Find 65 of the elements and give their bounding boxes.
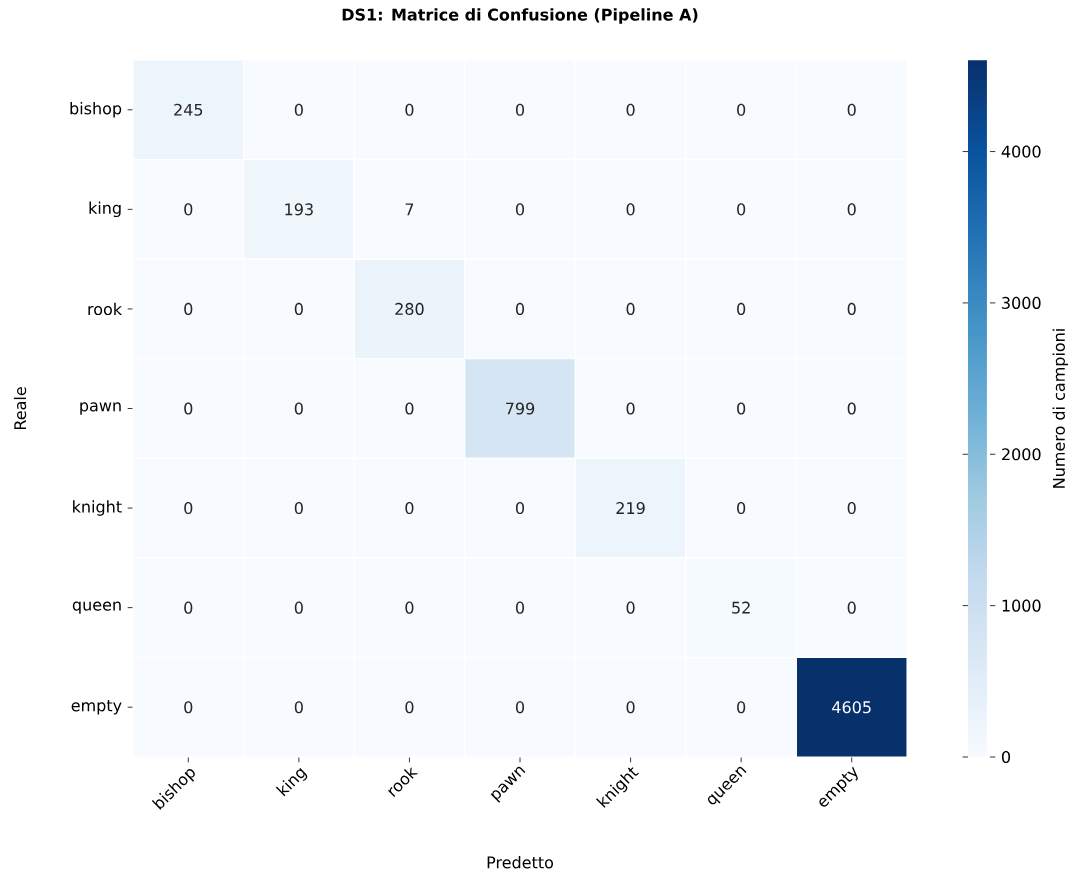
data-label: 0: [515, 502, 525, 515]
data-label: 0: [847, 402, 856, 415]
data-label: 0: [515, 203, 525, 216]
data-label: 7: [405, 203, 414, 216]
data-label: 0: [515, 601, 525, 614]
data-label: 0: [626, 203, 635, 216]
y-tick-label: empty: [71, 699, 122, 715]
y-tick-label: king: [89, 201, 121, 218]
y-tick-label: bishop: [70, 102, 122, 118]
data-label: 0: [294, 601, 303, 614]
data-label: 0: [515, 302, 525, 315]
data-label: 0: [737, 103, 746, 116]
data-label: 0: [294, 302, 303, 315]
data-label: 0: [405, 601, 414, 614]
data-label: 0: [737, 701, 746, 714]
color-bar-label: 2000: [1002, 448, 1041, 461]
color-bar-title: Numero di campioni: [1052, 329, 1069, 488]
x-axis-title: Predetto: [487, 856, 554, 869]
data-label: 0: [847, 302, 856, 315]
data-label: 0: [847, 502, 856, 515]
data-label: 0: [184, 701, 193, 714]
y-axis-title: Reale: [13, 387, 27, 430]
data-label: 0: [184, 302, 193, 315]
data-label: 0: [405, 701, 414, 714]
data-label: 280: [395, 302, 424, 315]
data-label: 0: [515, 701, 525, 714]
data-label: 52: [732, 601, 750, 614]
data-label: 0: [184, 601, 193, 614]
data-label: 0: [626, 701, 635, 714]
data-label: 0: [847, 601, 856, 614]
data-label: 0: [847, 203, 856, 216]
data-label: 0: [737, 402, 746, 415]
data-label: 0: [294, 402, 303, 415]
data-label: 0: [626, 103, 635, 116]
data-label: 0: [184, 402, 193, 415]
data-label: 0: [626, 302, 635, 315]
data-label: 0: [626, 601, 635, 614]
data-label: 0: [184, 203, 193, 216]
data-label: 0: [405, 103, 414, 116]
color-bar-label: 1000: [1002, 599, 1041, 612]
data-label: 0: [184, 502, 193, 515]
y-tick-label: rook: [88, 302, 123, 316]
data-label: 799: [506, 402, 535, 415]
data-label: 0: [737, 203, 746, 216]
data-label: 0: [737, 302, 746, 315]
data-label: 0: [626, 402, 635, 415]
data-label: 245: [174, 103, 203, 116]
color-bar-label: 3000: [1002, 296, 1041, 309]
data-label: 0: [405, 402, 414, 415]
data-label: 0: [847, 103, 856, 116]
y-tick-label: pawn: [80, 402, 121, 415]
y-tick-label: knight: [73, 500, 122, 516]
data-label: 4605: [832, 701, 871, 714]
data-label: 0: [294, 103, 303, 116]
data-label: 193: [285, 203, 313, 216]
chart-title: DS1: Matrice di Confusione (Pipeline A): [342, 8, 698, 24]
y-tick-label: queen: [72, 601, 121, 614]
data-label: 0: [294, 502, 303, 515]
data-label: 0: [294, 701, 303, 714]
data-label: 0: [515, 103, 525, 116]
color-bar-label: 0: [1001, 750, 1011, 764]
color-bar-label: 4000: [1001, 145, 1041, 158]
data-label: 0: [737, 502, 746, 515]
data-label: 0: [405, 502, 414, 515]
data-label: 219: [616, 502, 645, 515]
